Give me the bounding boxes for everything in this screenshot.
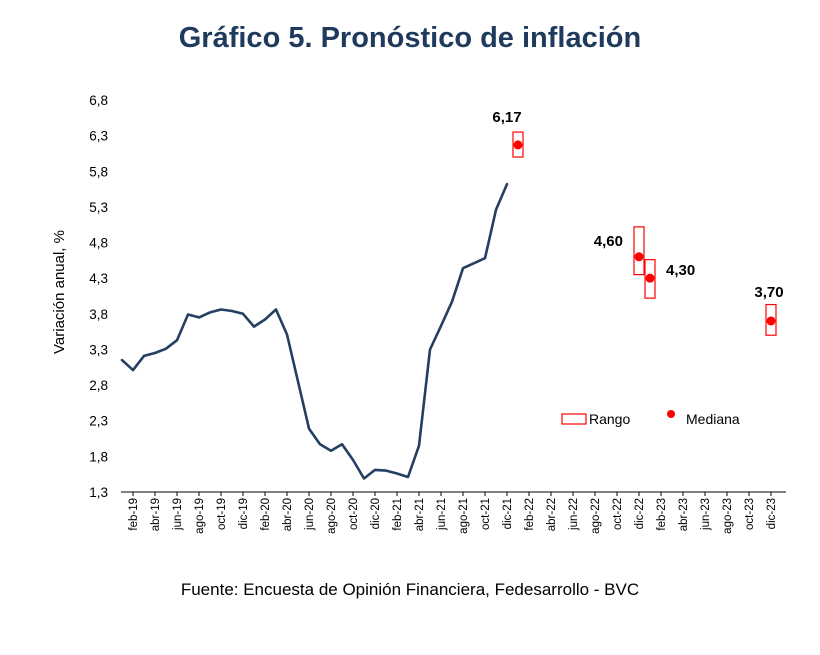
y-tick-label: 5,8 [89, 164, 108, 179]
legend-median-label: Mediana [686, 411, 740, 427]
y-tick-label: 4,8 [89, 236, 108, 251]
x-tick-label: abr-19 [150, 498, 162, 531]
series-group [120, 182, 509, 480]
legend: Rango Mediana [561, 410, 740, 427]
x-tick-label: jun-19 [172, 498, 184, 531]
forecast-range-box [512, 131, 524, 158]
forecast-data-label: 3,70 [754, 284, 783, 301]
legend-range-swatch [561, 413, 587, 425]
x-tick-label: ago-23 [722, 498, 734, 534]
x-tick-label: jun-22 [568, 498, 580, 531]
x-tick-label: feb-22 [524, 498, 536, 531]
forecast-range-box [644, 259, 656, 299]
x-tick-label: oct-21 [480, 498, 492, 530]
x-tick-label: oct-22 [612, 498, 624, 530]
forecast-group: 6,17 4,60 4,30 3,70 [492, 109, 784, 336]
x-tick-label: jun-21 [436, 498, 448, 531]
x-tick-label: feb-19 [128, 498, 140, 531]
forecast-median-dot [634, 252, 644, 262]
x-tick-label: oct-23 [744, 498, 756, 530]
x-tick-label: oct-20 [348, 498, 360, 530]
y-tick-label: 1,3 [89, 485, 108, 500]
y-tick-label: 2,8 [89, 378, 108, 393]
y-tick-label: 2,3 [89, 414, 108, 429]
forecast-data-label: 6,17 [492, 109, 521, 126]
y-tick-label: 4,3 [89, 271, 108, 286]
forecast-data-label: 4,60 [594, 233, 623, 250]
forecast-median-dot [645, 273, 655, 283]
x-tick-label: abr-23 [678, 498, 690, 531]
series-line [120, 182, 509, 480]
x-tick-label: feb-23 [656, 498, 668, 531]
y-tick-label: 1,8 [89, 449, 108, 464]
y-tick-label: 6,8 [89, 93, 108, 108]
x-tick-label: dic-20 [370, 498, 382, 529]
x-tick-label: feb-20 [260, 498, 272, 531]
x-tick-label: dic-23 [766, 498, 778, 529]
x-tick-label: feb-21 [392, 498, 404, 531]
chart-title: Gráfico 5. Pronóstico de inflación [178, 22, 642, 54]
x-tick-label: ago-21 [458, 498, 470, 534]
legend-range-label: Rango [589, 411, 630, 427]
y-tick-label: 3,8 [89, 307, 108, 322]
legend-median-swatch [667, 410, 675, 418]
forecast-median-dot [766, 316, 776, 326]
x-tick-label: abr-21 [414, 498, 426, 531]
x-tick-label: jun-23 [700, 498, 712, 531]
chart-source: Fuente: Encuesta de Opinión Financiera, … [180, 580, 640, 599]
y-ticks: 6,8 6,3 5,8 5,3 4,8 4,3 3,8 3,3 2,8 2,3 1,8 1,3 [89, 93, 108, 500]
x-ticks: feb-19 abr-19 jun-19 ago-19 oct-19 dic-19 feb-… [128, 492, 778, 534]
x-tick-label: dic-22 [634, 498, 646, 529]
y-tick-label: 5,3 [89, 200, 108, 215]
x-tick-label: ago-20 [326, 498, 338, 534]
x-tick-label: dic-19 [238, 498, 250, 529]
forecast-median-dot [513, 140, 523, 150]
y-tick-label: 3,3 [89, 342, 108, 357]
y-tick-label: 6,3 [89, 129, 108, 144]
x-tick-label: oct-19 [216, 498, 228, 530]
x-tick-label: ago-19 [194, 498, 206, 534]
forecast-range-box [633, 226, 645, 276]
forecast-range-box [765, 303, 777, 336]
x-tick-label: dic-21 [502, 498, 514, 529]
y-axis-label: Variación anual, % [51, 230, 68, 354]
x-tick-label: abr-20 [282, 498, 294, 531]
x-tick-label: jun-20 [304, 498, 316, 531]
x-tick-label: ago-22 [590, 498, 602, 534]
x-tick-label: abr-22 [546, 498, 558, 531]
forecast-data-label: 4,30 [666, 262, 695, 279]
